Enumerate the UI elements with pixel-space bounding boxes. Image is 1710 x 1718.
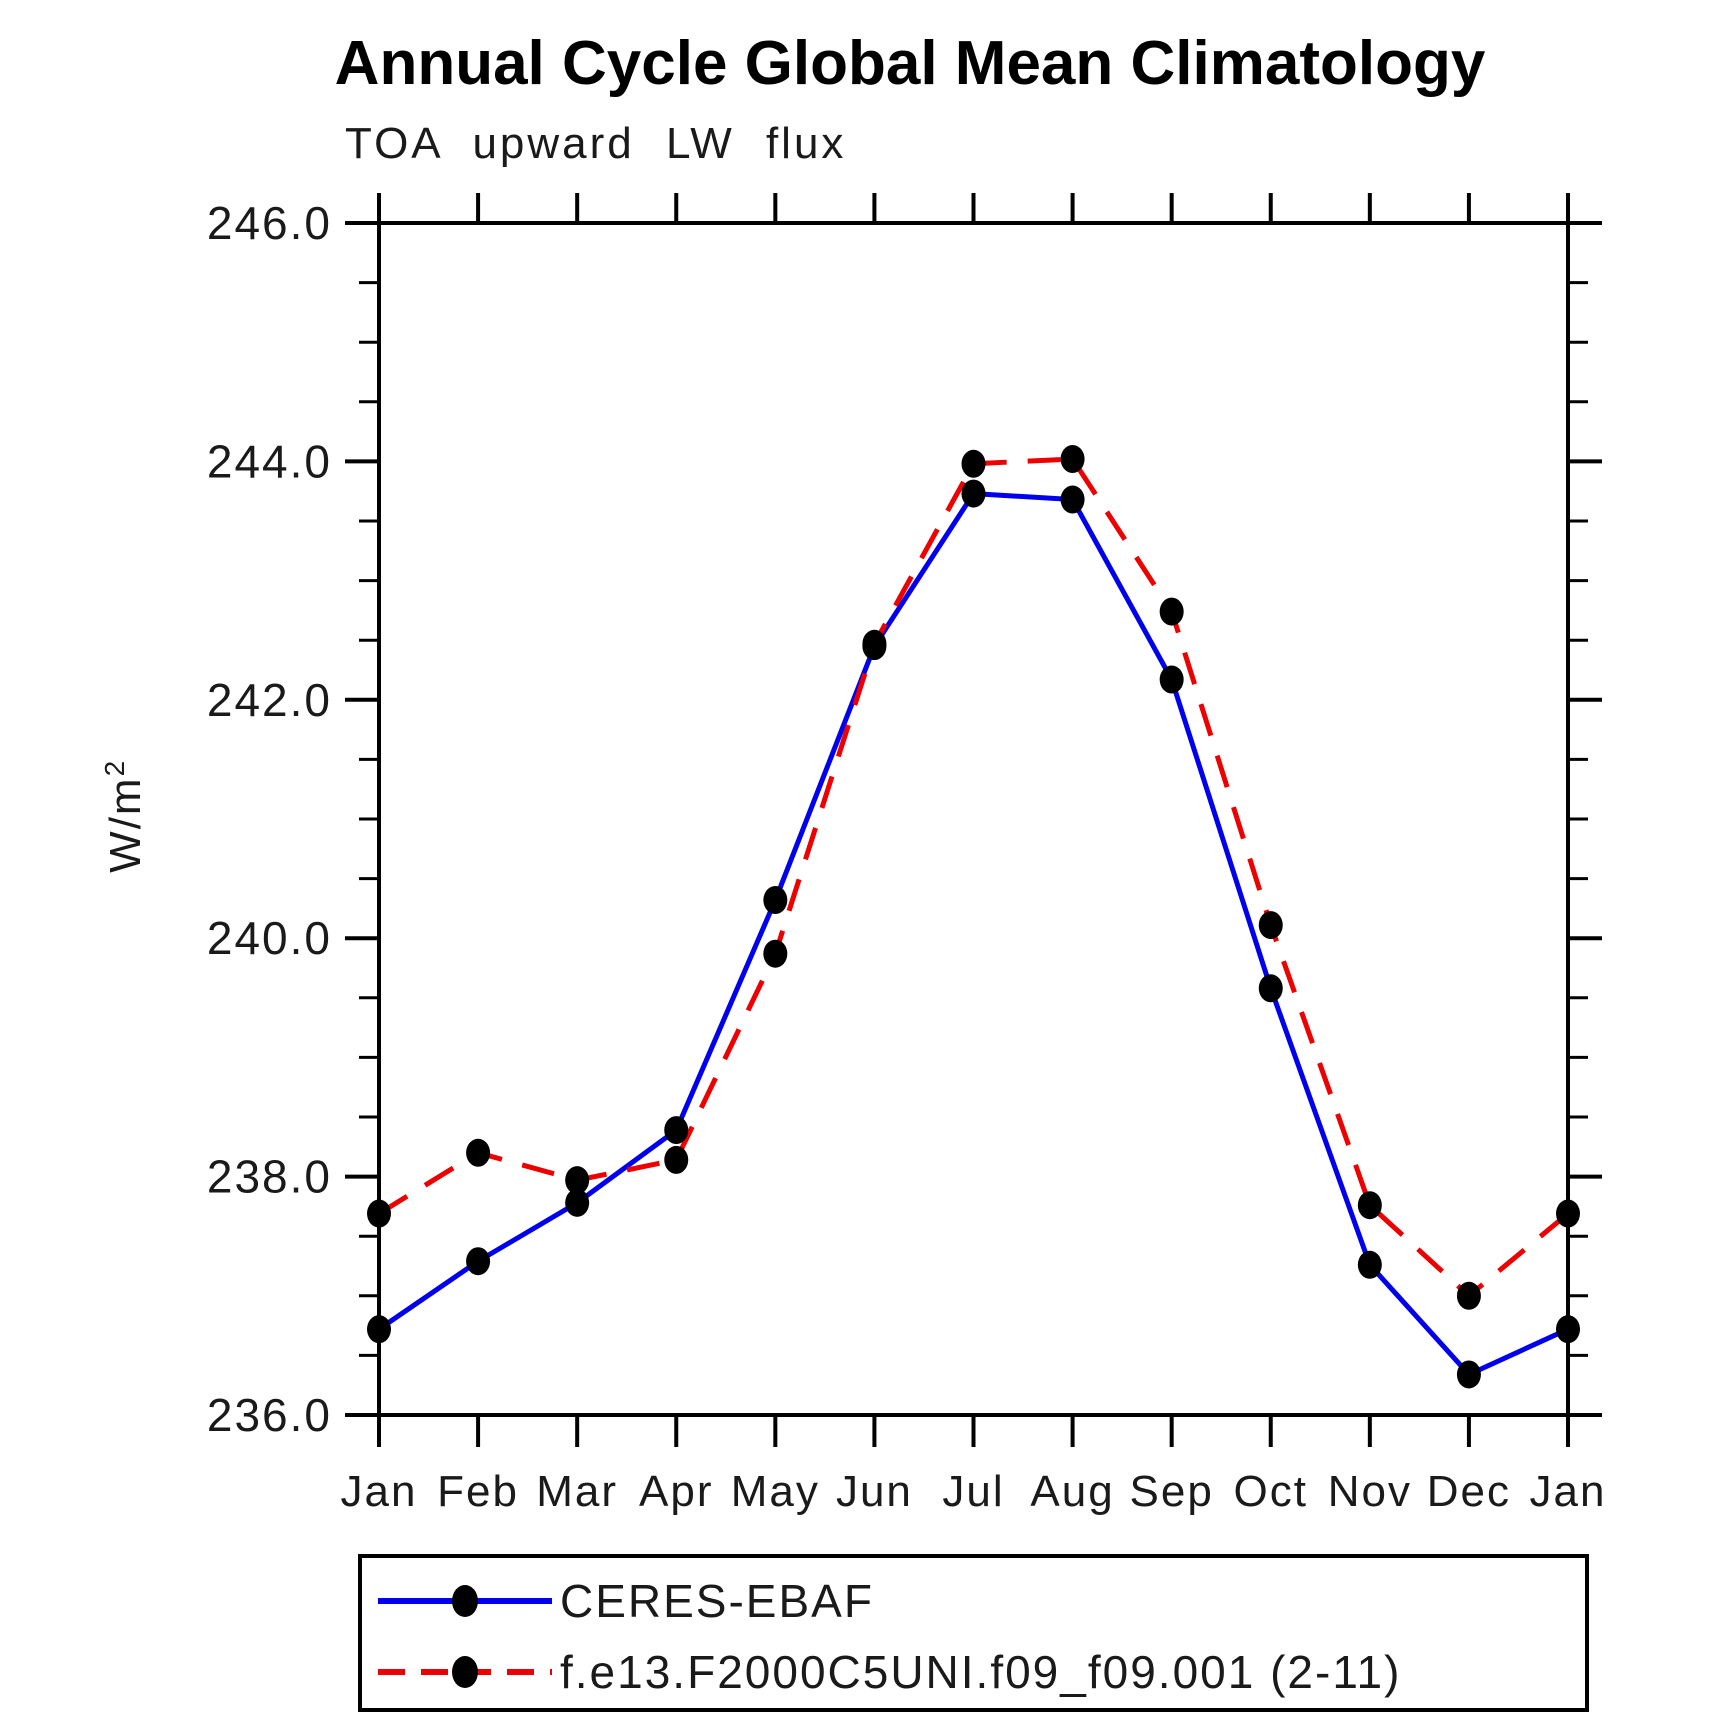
- x-tick-label: Jun: [836, 1467, 913, 1516]
- data-point-marker: [961, 449, 986, 478]
- data-point-marker: [1060, 445, 1085, 474]
- data-point-marker: [1159, 665, 1184, 694]
- y-tick-labels: 236.0 238.0 240.0 242.0 244.0 246.0: [207, 197, 332, 1441]
- x-tick-label: Aug: [1030, 1467, 1114, 1516]
- data-point-marker: [1060, 485, 1085, 514]
- x-axis-ticks: [377, 193, 1570, 1447]
- x-tick-label: Jan: [341, 1467, 418, 1516]
- data-point-marker: [367, 1199, 391, 1228]
- legend-marker-dot: [452, 1656, 478, 1688]
- y-tick-label: 236.0: [207, 1389, 332, 1441]
- y-tick-label: 246.0: [207, 197, 332, 249]
- data-point-marker: [565, 1166, 590, 1195]
- data-point-marker: [1456, 1360, 1481, 1389]
- legend-item-ceres-ebaf: CERES-EBAF: [362, 1571, 1582, 1631]
- data-point-marker: [763, 886, 788, 915]
- y-tick-label: 240.0: [207, 912, 332, 964]
- data-point-marker: [466, 1247, 491, 1276]
- data-point-marker: [763, 939, 788, 968]
- data-point-marker: [466, 1138, 491, 1167]
- data-point-marker: [367, 1315, 391, 1344]
- data-point-marker: [961, 479, 986, 508]
- data-point-marker: [1159, 597, 1184, 626]
- data-point-marker: [1357, 1191, 1382, 1220]
- legend: CERES-EBAF f.e13.F2000C5UNI.f09_f09.001 …: [358, 1554, 1589, 1712]
- legend-item-model-run: f.e13.F2000C5UNI.f09_f09.001 (2-11): [362, 1642, 1582, 1702]
- series-markers-1: [367, 445, 1580, 1310]
- series-line-0: [377, 491, 1570, 1378]
- x-tick-label: Mar: [536, 1467, 618, 1516]
- chart-subtitle: TOA upward LW flux: [345, 119, 847, 168]
- legend-label-model-run: f.e13.F2000C5UNI.f09_f09.001 (2-11): [560, 1646, 1402, 1698]
- x-tick-label: Jul: [942, 1467, 1004, 1516]
- data-point-marker: [1456, 1281, 1481, 1310]
- data-point-marker: [1556, 1199, 1580, 1228]
- x-tick-label: Feb: [437, 1467, 519, 1516]
- x-tick-label: Apr: [639, 1467, 713, 1516]
- x-tick-label: May: [731, 1467, 820, 1516]
- x-tick-label: Dec: [1427, 1467, 1511, 1516]
- data-point-marker: [565, 1188, 590, 1217]
- data-point-marker: [664, 1116, 689, 1145]
- legend-swatch-dashed-line: [378, 1656, 552, 1688]
- x-tick-label: Sep: [1130, 1467, 1214, 1516]
- series-line-1: [377, 456, 1570, 1300]
- x-tick-label: Nov: [1328, 1467, 1412, 1516]
- data-point-marker: [1556, 1315, 1580, 1344]
- x-tick-labels: Jan Feb Mar Apr May Jun Jul Aug Sep Oct Nov Dec Jan: [341, 1467, 1607, 1516]
- series-path-0: [377, 491, 1570, 1378]
- series-path-1: [377, 456, 1570, 1300]
- legend-swatch-solid-line: [378, 1585, 552, 1617]
- data-point-marker: [1258, 974, 1283, 1003]
- y-axis-ticks: [345, 221, 1602, 1417]
- y-tick-label: 244.0: [207, 435, 332, 487]
- data-point-marker: [1258, 911, 1283, 940]
- y-tick-label: 242.0: [207, 674, 332, 726]
- series-markers-0: [367, 479, 1580, 1389]
- data-point-marker: [1357, 1250, 1382, 1279]
- plot-frame: [377, 221, 1570, 1417]
- chart-title: Annual Cycle Global Mean Climatology: [334, 29, 1486, 98]
- x-tick-label: Jan: [1530, 1467, 1607, 1516]
- data-point-marker: [862, 629, 887, 658]
- y-tick-label: 238.0: [207, 1151, 332, 1203]
- data-point-marker: [664, 1145, 689, 1174]
- legend-marker-dot: [452, 1585, 478, 1617]
- legend-label-ceres-ebaf: CERES-EBAF: [560, 1575, 874, 1627]
- x-tick-label: Oct: [1234, 1467, 1308, 1516]
